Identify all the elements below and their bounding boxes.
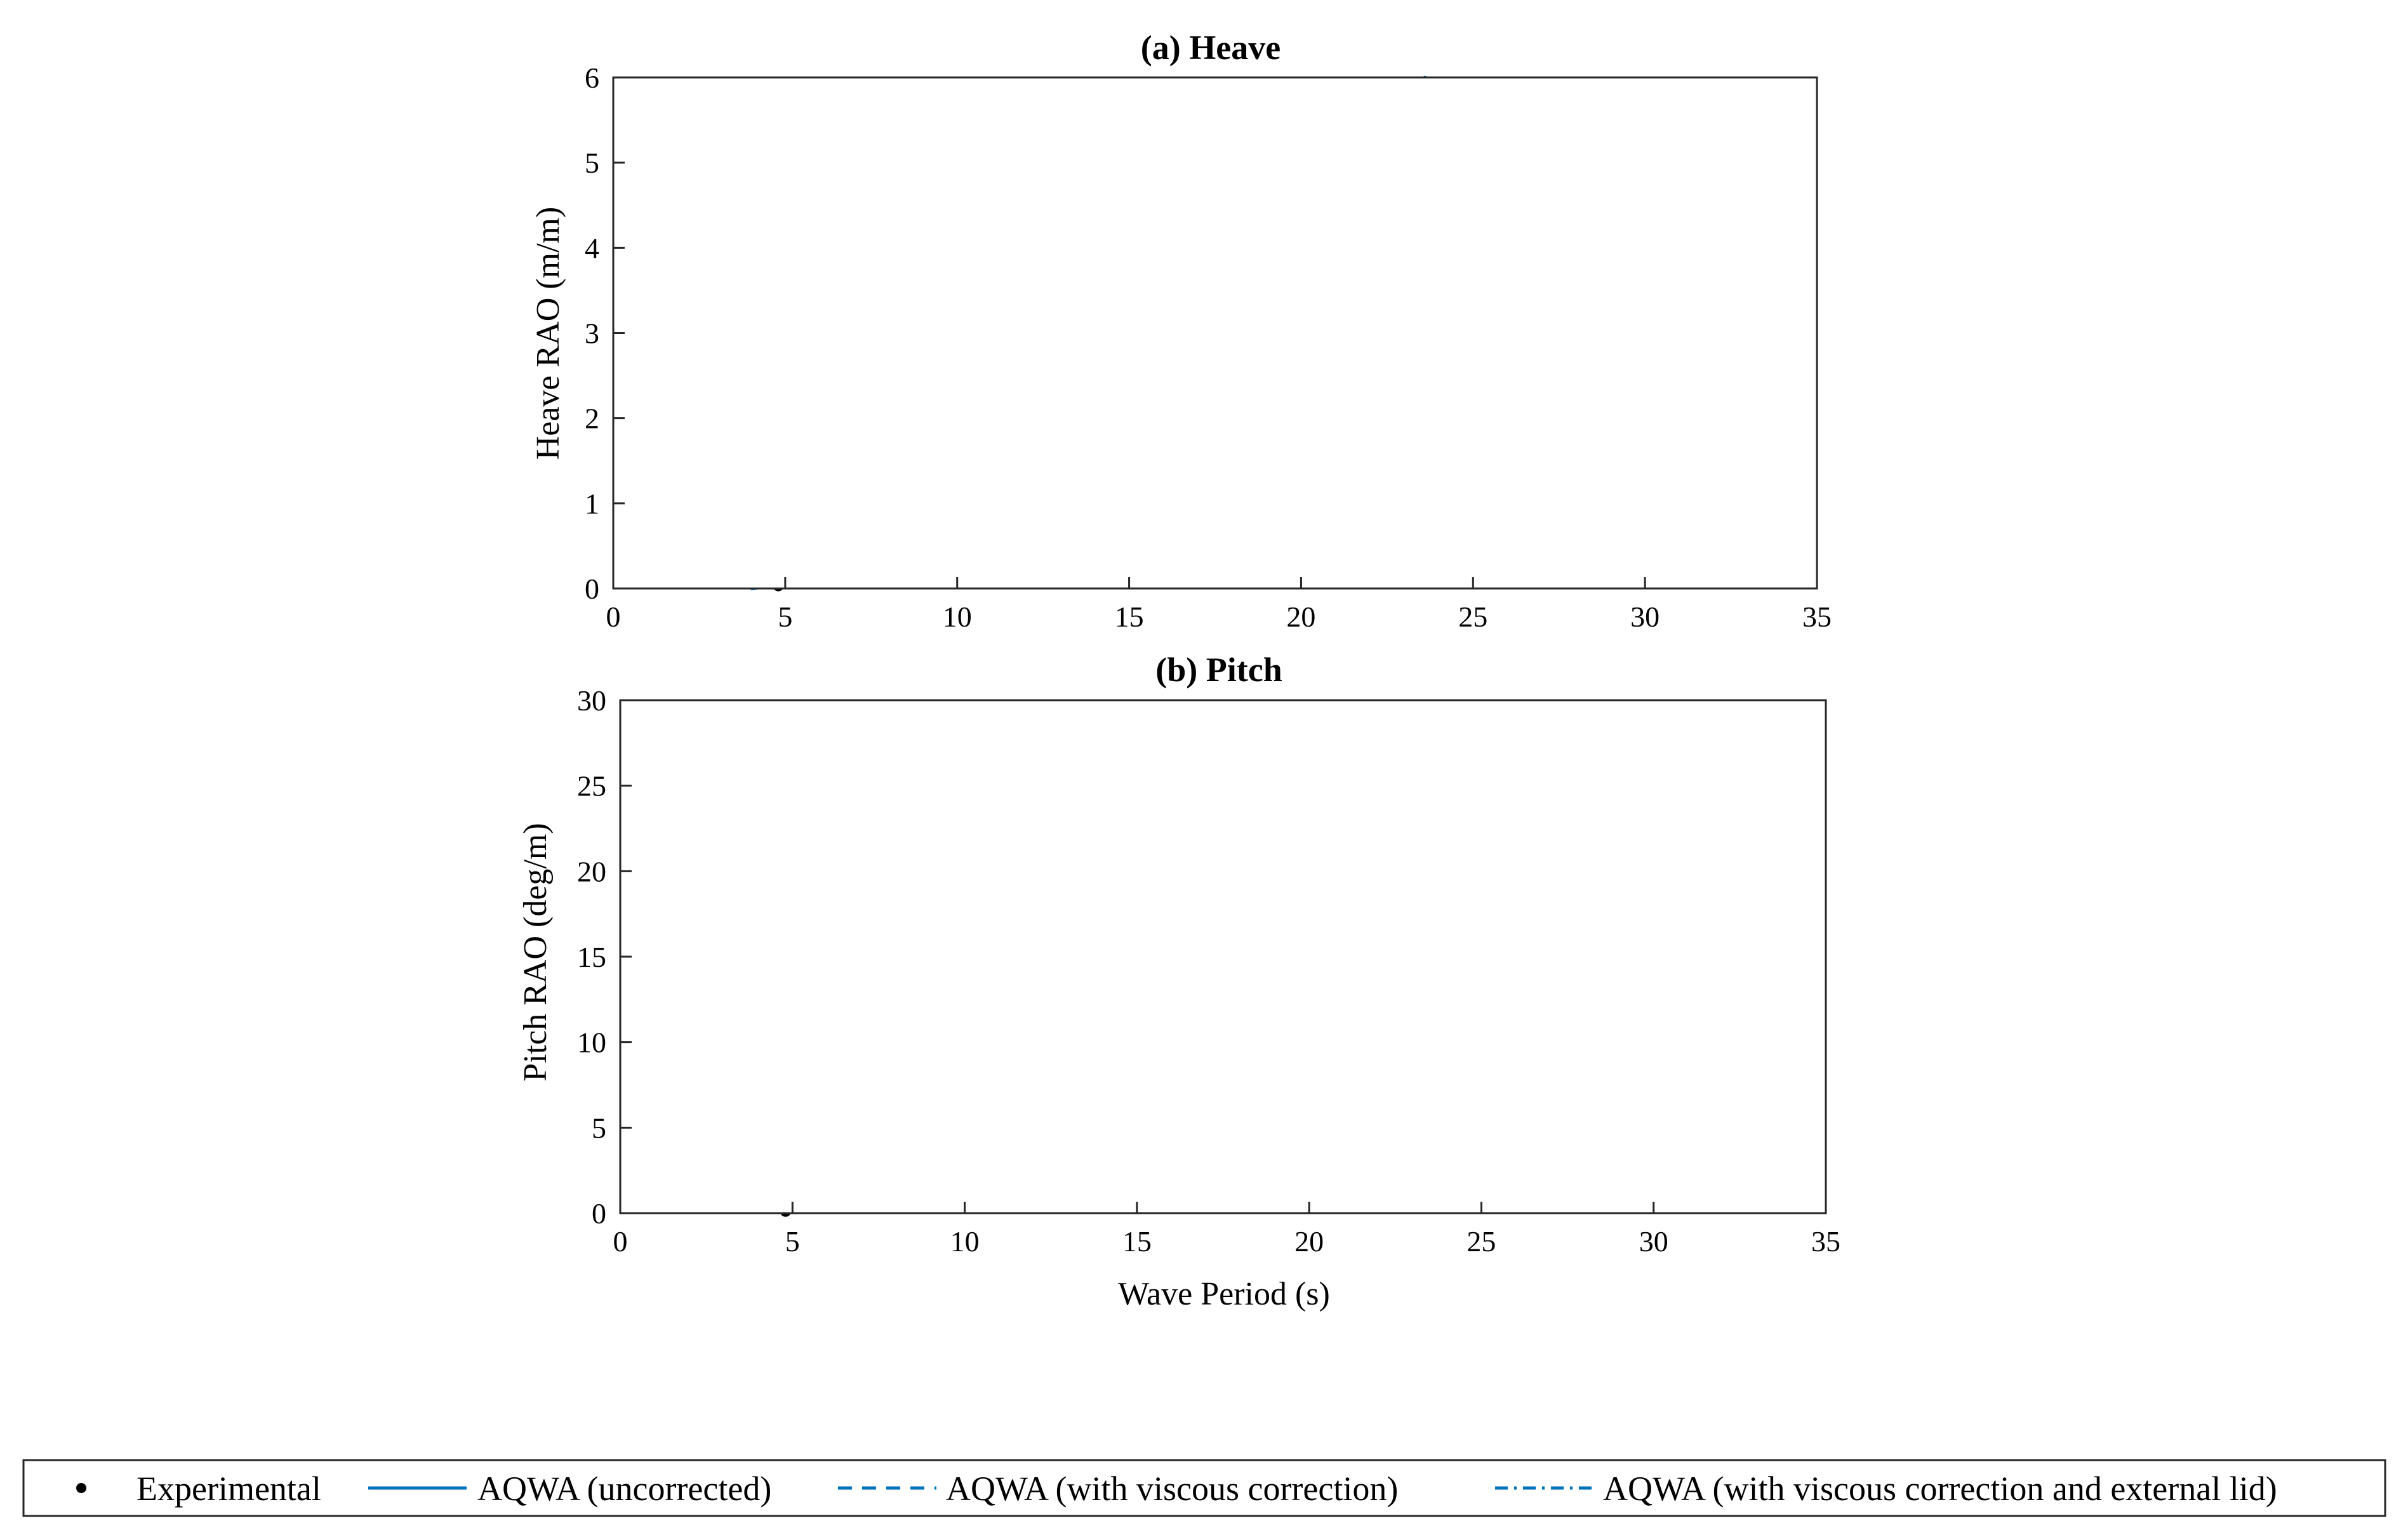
heave-x-tick-label-1: 5 (778, 601, 792, 633)
pitch-y-axis-label: Pitch RAO (deg/m) (517, 823, 554, 1081)
heave-y-tick-label-1: 1 (585, 488, 599, 520)
heave-x-tick-label-5: 25 (1458, 601, 1487, 633)
pitch-x-tick-label-7: 35 (1811, 1225, 1840, 1258)
pitch-y-tick-label-5: 25 (577, 770, 606, 802)
heave-y-tick-label-2: 2 (585, 402, 599, 435)
heave-chart-panel: (a) Heave Heave RAO (m/m) 0 5 10 15 20 25 30 35… (530, 29, 1832, 633)
heave-x-tick-label-6: 30 (1630, 601, 1660, 633)
heave-y-tick-label-6: 6 (585, 62, 599, 94)
pitch-x-tick-label-3: 15 (1122, 1225, 1152, 1258)
pitch-y-tick-label-6: 30 (577, 684, 606, 717)
legend-label-viscous: AQWA (with viscous correction) (946, 1470, 1398, 1508)
heave-y-tick-label-4: 4 (585, 232, 599, 264)
legend-label-experimental: Experimental (136, 1470, 321, 1508)
pitch-chart-panel: (b) Pitch Pitch RAO (deg/m) Wave Period … (517, 651, 1840, 1312)
heave-y-tick-label-5: 5 (585, 147, 599, 179)
pitch-axes-frame (619, 699, 1827, 1214)
pitch-x-tick-label-6: 30 (1639, 1225, 1668, 1258)
heave-y-tick-label-3: 3 (585, 317, 599, 350)
pitch-y-tick-label-4: 20 (577, 855, 606, 887)
pitch-x-tick-label-0: 0 (613, 1225, 628, 1258)
legend-swatch-experimental (76, 1483, 86, 1493)
pitch-y-tick-label-1: 5 (592, 1112, 606, 1144)
legend-label-viscous-lid: AQWA (with viscous correction and extern… (1603, 1470, 2277, 1508)
pitch-chart-title: (b) Pitch (1155, 651, 1282, 689)
heave-x-tick-label-2: 10 (943, 601, 972, 633)
pitch-y-tick-label-0: 0 (592, 1197, 606, 1230)
legend-label-uncorrected: AQWA (uncorrected) (477, 1470, 771, 1508)
heave-x-tick-label-3: 15 (1115, 601, 1144, 633)
heave-x-tick-label-4: 20 (1286, 601, 1315, 633)
pitch-x-tick-label-1: 5 (785, 1225, 800, 1258)
heave-x-tick-label-0: 0 (606, 601, 621, 633)
legend: Experimental AQWA (uncorrected) AQWA (wi… (22, 1459, 2386, 1517)
pitch-x-tick-label-5: 25 (1467, 1225, 1496, 1258)
heave-y-tick-label-0: 0 (585, 573, 599, 605)
pitch-y-tick-label-3: 15 (577, 941, 606, 973)
heave-x-tick-label-7: 35 (1802, 601, 1832, 633)
heave-chart-title: (a) Heave (1141, 29, 1280, 67)
pitch-x-tick-label-4: 20 (1294, 1225, 1324, 1258)
pitch-x-tick-label-2: 10 (950, 1225, 980, 1258)
pitch-y-tick-label-2: 10 (577, 1027, 606, 1059)
pitch-x-axis-label: Wave Period (s) (1118, 1276, 1330, 1312)
heave-axes-frame (612, 76, 1818, 590)
heave-y-axis-label: Heave RAO (m/m) (530, 207, 566, 460)
